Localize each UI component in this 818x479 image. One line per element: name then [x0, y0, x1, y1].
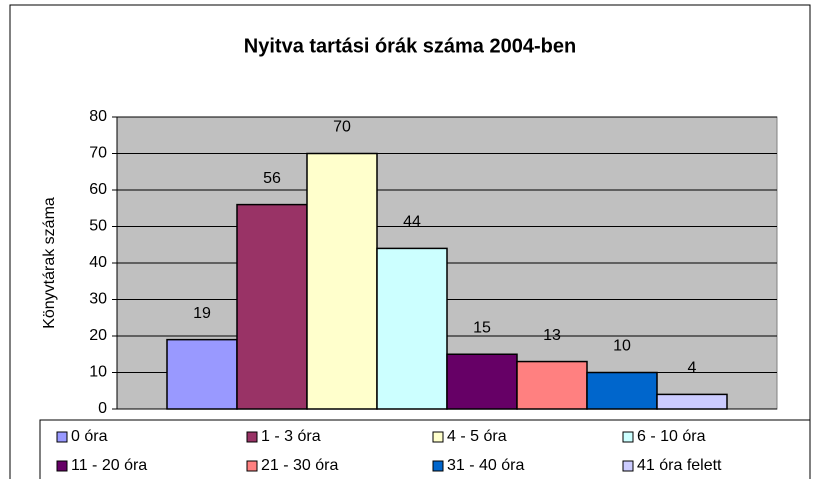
legend-label: 31 - 40 óra	[447, 457, 524, 474]
y-tick-label: 50	[89, 218, 107, 235]
legend-swatch	[246, 460, 258, 472]
y-tick-label: 10	[89, 364, 107, 381]
legend-label: 0 óra	[71, 428, 108, 445]
legend-swatch	[622, 460, 634, 472]
legend-swatch	[56, 460, 68, 472]
y-tick-label: 0	[98, 400, 107, 417]
legend-label: 6 - 10 óra	[637, 428, 706, 445]
data-label: 10	[613, 338, 631, 355]
legend-label: 4 - 5 óra	[447, 428, 507, 445]
legend-label: 41 óra felett	[637, 457, 722, 474]
data-label: 70	[333, 119, 351, 136]
data-label: 44	[403, 214, 421, 231]
y-tick-label: 20	[89, 327, 107, 344]
bar	[516, 360, 588, 410]
data-label: 13	[543, 327, 561, 344]
bar	[446, 353, 518, 410]
y-tick-label: 60	[89, 181, 107, 198]
bar	[306, 152, 378, 410]
y-tick-label: 40	[89, 254, 107, 271]
legend-label: 1 - 3 óra	[261, 428, 321, 445]
legend-label: 21 - 30 óra	[261, 457, 338, 474]
chart-title: Nyitva tartási órák száma 2004-ben	[244, 35, 576, 57]
legend-box	[39, 419, 811, 479]
legend-swatch	[56, 431, 68, 443]
legend-swatch	[246, 431, 258, 443]
data-label: 15	[473, 319, 491, 336]
y-axis-label: Könyvtárak száma	[41, 197, 58, 329]
data-label: 56	[263, 170, 281, 187]
bar	[656, 393, 728, 410]
bar	[166, 338, 238, 410]
legend-swatch	[432, 460, 444, 472]
y-tick-label: 80	[89, 108, 107, 125]
legend-swatch	[432, 431, 444, 443]
legend-swatch	[622, 431, 634, 443]
data-label: 4	[688, 360, 697, 377]
bar	[236, 203, 308, 410]
legend-label: 11 - 20 óra	[71, 457, 147, 474]
y-tick-label: 30	[89, 291, 107, 308]
bar	[586, 371, 658, 410]
y-tick-label: 70	[89, 145, 107, 162]
bar	[376, 247, 448, 410]
data-label: 19	[193, 305, 211, 322]
